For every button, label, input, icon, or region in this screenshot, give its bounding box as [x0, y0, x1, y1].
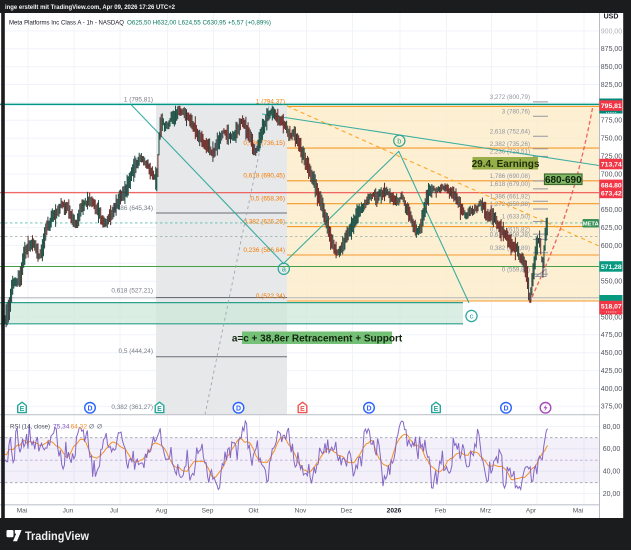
svg-text:USD: USD: [604, 14, 619, 21]
svg-text:775,00: 775,00: [601, 118, 623, 125]
svg-text:Okt: Okt: [248, 508, 258, 515]
svg-text:0,618 (690,45): 0,618 (690,45): [243, 173, 285, 180]
svg-text:RSI (14, close): RSI (14, close): [10, 424, 50, 431]
svg-text:600,00: 600,00: [601, 243, 623, 250]
svg-text:b: b: [397, 136, 401, 145]
svg-text:Ø: Ø: [97, 424, 102, 431]
svg-text:475,00: 475,00: [601, 332, 623, 339]
svg-text:0,786 (736,15): 0,786 (736,15): [243, 140, 285, 147]
svg-text:a=c + 38,8er Retracement + Sup: a=c + 38,8er Retracement + Support: [232, 333, 403, 344]
svg-text:795,81: 795,81: [601, 103, 622, 110]
svg-text:TradingView: TradingView: [25, 529, 90, 543]
svg-text:Sep: Sep: [202, 508, 214, 515]
svg-text:0,382 (626,26): 0,382 (626,26): [243, 218, 285, 225]
svg-text:571,28: 571,28: [601, 264, 622, 271]
svg-text:E: E: [300, 406, 305, 413]
svg-text:518,07: 518,07: [601, 304, 622, 311]
svg-text:713,74: 713,74: [601, 162, 622, 169]
svg-text:750,00: 750,00: [601, 136, 623, 143]
svg-text:META: META: [583, 222, 600, 228]
svg-text:D: D: [236, 406, 241, 413]
svg-text:1,786 (690,08): 1,786 (690,08): [490, 173, 530, 180]
svg-text:Meta Platforms Inc Class A - 1: Meta Platforms Inc Class A - 1h - NASDAQ: [9, 20, 124, 27]
svg-text:673,42: 673,42: [601, 191, 622, 198]
svg-text:Dez: Dez: [341, 508, 353, 515]
svg-text:80,00: 80,00: [603, 424, 621, 431]
svg-text:0,786 (615,82): 0,786 (615,82): [490, 226, 530, 233]
svg-text:650,00: 650,00: [601, 207, 623, 214]
svg-text:625,00: 625,00: [601, 225, 623, 232]
svg-text:825,00: 825,00: [601, 82, 623, 89]
svg-text:inge erstellt mit TradingView.: inge erstellt mit TradingView.com, Apr 0…: [5, 4, 175, 11]
svg-text:1 (633,50): 1 (633,50): [502, 214, 530, 221]
svg-text:3,272 (800,79): 3,272 (800,79): [490, 94, 530, 101]
svg-text:Nov: Nov: [295, 508, 307, 515]
svg-text:Apr: Apr: [526, 508, 537, 515]
svg-text:550,00: 550,00: [601, 279, 623, 286]
svg-text:Aug: Aug: [156, 508, 168, 515]
svg-text:3 (780,76): 3 (780,76): [502, 108, 530, 115]
svg-text:450,00: 450,00: [601, 350, 623, 357]
svg-text:875,00: 875,00: [601, 46, 623, 53]
svg-text:725,00: 725,00: [601, 154, 623, 161]
svg-text:60,00: 60,00: [603, 446, 621, 453]
svg-text:1 (795,81): 1 (795,81): [124, 97, 153, 104]
svg-text:E: E: [434, 406, 439, 413]
svg-text:0,5 (444,24): 0,5 (444,24): [119, 348, 153, 355]
svg-text:0,236 (586,64): 0,236 (586,64): [243, 247, 285, 254]
svg-text:2026: 2026: [387, 508, 402, 515]
svg-text:······: ······: [606, 310, 617, 316]
svg-text:0,618 (527,21): 0,618 (527,21): [111, 288, 153, 295]
svg-text:E: E: [20, 406, 25, 413]
svg-text:0 (559,87): 0 (559,87): [502, 266, 530, 273]
svg-text:64,32: 64,32: [71, 424, 88, 431]
svg-text:D: D: [87, 406, 92, 413]
svg-text:684,80: 684,80: [601, 182, 622, 189]
svg-text:400,00: 400,00: [601, 386, 623, 393]
svg-text:a: a: [282, 264, 287, 273]
svg-text:Jul: Jul: [110, 508, 119, 515]
svg-text:D: D: [503, 406, 508, 413]
svg-text:D: D: [366, 406, 371, 413]
svg-text:E: E: [157, 406, 162, 413]
svg-text:0,5 (658,36): 0,5 (658,36): [251, 196, 285, 203]
svg-text:Ø: Ø: [89, 424, 94, 431]
svg-text:680-690: 680-690: [545, 175, 582, 186]
svg-text:1,618 (679,00): 1,618 (679,00): [490, 181, 530, 188]
svg-text:0,786 (645,34): 0,786 (645,34): [111, 205, 153, 212]
svg-text:700,00: 700,00: [601, 171, 623, 178]
svg-text:Jun: Jun: [63, 508, 74, 515]
svg-text:375,00: 375,00: [601, 404, 623, 411]
svg-text:0,382 (361,27): 0,382 (361,27): [111, 404, 153, 411]
svg-text:······: ······: [606, 111, 617, 117]
svg-text:0 (522,34): 0 (522,34): [256, 293, 285, 300]
svg-text:850,00: 850,00: [601, 64, 623, 71]
svg-text:500,00: 500,00: [601, 314, 623, 321]
svg-text:1 (794,37): 1 (794,37): [256, 98, 285, 105]
svg-text:Mai: Mai: [17, 508, 28, 515]
svg-text:2,618 (752,64): 2,618 (752,64): [490, 129, 530, 136]
svg-text:1,272 (650,88): 1,272 (650,88): [490, 201, 530, 208]
svg-text:1,386 (661,92): 1,386 (661,92): [490, 193, 530, 200]
svg-text:c: c: [470, 312, 474, 321]
svg-text:29.4. Earnings: 29.4. Earnings: [472, 159, 540, 170]
svg-text:40,00: 40,00: [603, 469, 621, 476]
svg-text:Mrz: Mrz: [480, 508, 491, 515]
svg-text:O625,50 H632,00 L624,55 C630,9: O625,50 H632,00 L624,55 C630,95 +5,57 (+…: [127, 20, 271, 27]
svg-text:Mai: Mai: [573, 508, 584, 515]
svg-text:Feb: Feb: [435, 508, 447, 515]
svg-text:20,00: 20,00: [603, 491, 621, 498]
svg-text:2,382 (735,26): 2,382 (735,26): [490, 141, 530, 148]
svg-text:425,00: 425,00: [601, 368, 623, 375]
svg-text:900,00: 900,00: [601, 28, 623, 35]
svg-text:75,34: 75,34: [53, 424, 70, 431]
